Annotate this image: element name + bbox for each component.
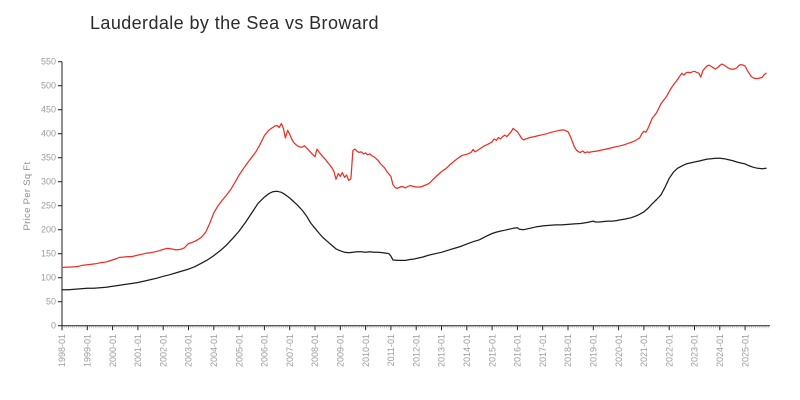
- x-axis-tick-label: 2022-01: [664, 334, 674, 367]
- x-axis-tick-label: 1998-01: [57, 334, 67, 367]
- y-axis-tick-label: 100: [41, 273, 56, 283]
- x-axis-tick-label: 2007-01: [285, 334, 295, 367]
- y-axis-tick-label: 300: [41, 177, 56, 187]
- x-axis-tick-label: 2020-01: [614, 334, 624, 367]
- x-axis-tick-label: 2003-01: [184, 334, 194, 367]
- x-axis-tick-label: 2012-01: [411, 334, 421, 367]
- y-axis-tick-label: 0: [51, 321, 56, 331]
- x-axis-tick-label: 2002-01: [158, 334, 168, 367]
- x-axis-tick-label: 2024-01: [715, 334, 725, 367]
- x-axis-tick-label: 2021-01: [639, 334, 649, 367]
- x-axis-tick-label: 2013-01: [437, 334, 447, 367]
- x-axis-tick-label: 2010-01: [361, 334, 371, 367]
- x-axis-tick-label: 2001-01: [133, 334, 143, 367]
- x-axis-tick-label: 1999-01: [83, 334, 93, 367]
- x-axis-tick-label: 2023-01: [690, 334, 700, 367]
- x-axis-tick-label: 2018-01: [563, 334, 573, 367]
- y-axis-tick-label: 500: [41, 81, 56, 91]
- x-axis-tick-label: 2006-01: [260, 334, 270, 367]
- y-axis-tick-label: 150: [41, 249, 56, 259]
- series-line-lauderdale-by-the-sea: [61, 63, 767, 269]
- y-axis-title: Price Per Sq Ft: [22, 161, 33, 230]
- x-axis-tick-label: 2017-01: [538, 334, 548, 367]
- y-axis-tick-label: 250: [41, 201, 56, 211]
- x-axis-tick-label: 2009-01: [336, 334, 346, 367]
- x-axis-tick-label: 2025-01: [740, 334, 750, 367]
- x-axis-tick-label: 2011-01: [386, 334, 396, 366]
- x-axis-tick-label: 2004-01: [209, 334, 219, 367]
- x-axis-tick-label: 2019-01: [589, 334, 599, 367]
- x-axis-tick-label: 2014-01: [462, 334, 472, 367]
- y-axis-tick-label: 450: [41, 105, 56, 115]
- x-axis-tick-label: 2016-01: [513, 334, 523, 367]
- series-line-broward: [61, 157, 767, 291]
- y-axis-tick-label: 200: [41, 225, 56, 235]
- y-axis-tick-label: 50: [46, 297, 56, 307]
- x-axis-tick-label: 2008-01: [310, 334, 320, 367]
- y-axis-tick-label: 350: [41, 153, 56, 163]
- x-axis-tick-label: 2005-01: [234, 334, 244, 367]
- y-axis-tick-label: 550: [41, 57, 56, 67]
- chart-title: Lauderdale by the Sea vs Broward: [90, 13, 379, 33]
- x-axis-tick-label: 2000-01: [108, 334, 118, 367]
- x-axis-tick-label: 2015-01: [487, 334, 497, 367]
- y-axis-tick-label: 400: [41, 129, 56, 139]
